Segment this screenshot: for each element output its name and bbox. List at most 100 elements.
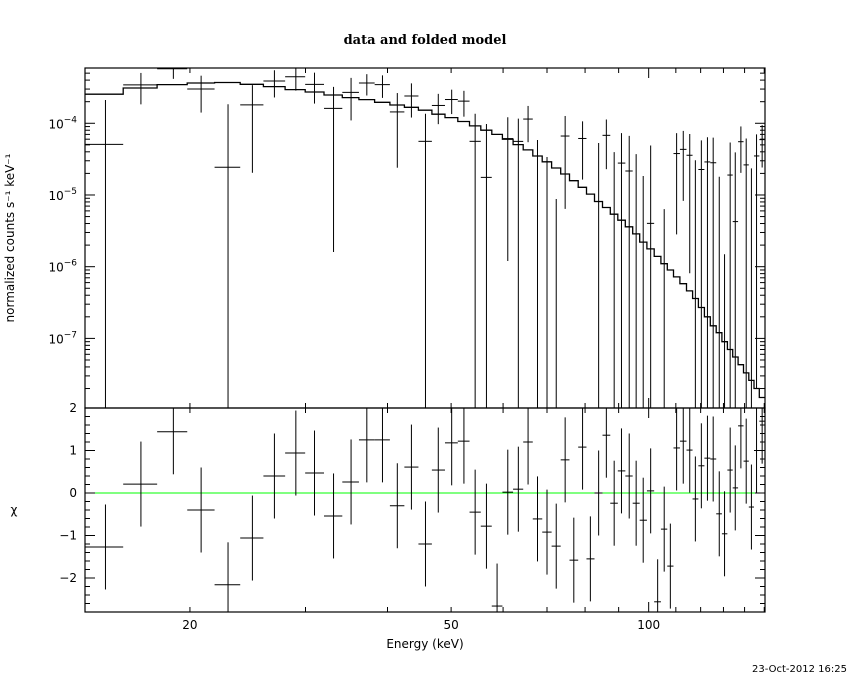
residual-point [721,491,728,577]
residual-point [743,418,749,504]
y-tick-label: 10−7 [48,330,77,346]
residual-point [123,441,158,527]
data-point [404,83,419,118]
data-point [523,105,533,143]
residual-point [654,559,661,612]
residual-point [748,464,754,550]
data-point [418,113,432,408]
model-histogram [85,81,765,399]
residual-point [551,503,561,589]
data-point [679,130,687,201]
data-point [673,133,680,235]
residual-point [610,460,618,546]
residual-point [639,477,647,563]
y-tick-label: 10−6 [48,259,77,275]
residual-point [404,424,419,510]
residual-point [285,410,306,496]
residual-point [727,427,733,513]
residual-point [560,417,570,503]
residual-point [480,483,492,569]
x-tick-label: 20 [182,618,197,632]
timestamp: 23-Oct-2012 16:25 [752,664,847,675]
y-tick-label: 0 [69,486,77,500]
residual-point [646,448,655,534]
data-point [727,142,733,408]
y-tick-label: −1 [59,529,77,543]
chart-title: data and folded model [344,33,507,48]
x-axis-label: Energy (keV) [386,637,463,651]
data-point [444,89,458,115]
residual-point [542,489,552,575]
residual-point [602,408,611,478]
residual-point [305,430,325,516]
data-point [513,118,524,408]
residual-point [632,460,640,546]
residual-point [342,439,359,525]
x-tick-label: 50 [443,618,458,632]
x-tick-label: 100 [637,618,660,632]
data-point [457,90,470,117]
data-point [602,119,611,170]
residual-point [759,408,765,464]
data-point [560,115,570,209]
residual-point [710,416,717,502]
y-tick-label: 2 [69,401,77,415]
y-tick-label: 10−5 [48,187,77,203]
residual-point [358,408,375,483]
residual-point [444,408,458,486]
data-point [285,68,306,91]
data-point [374,75,390,98]
residual-point [679,408,687,484]
residual-point [617,428,626,514]
data-point [480,124,492,408]
data-point [123,72,158,105]
data-point [738,126,744,173]
data-point [342,77,359,121]
residual-point [389,463,405,549]
residual-point [594,450,603,536]
data-point [698,140,705,408]
data-point [469,113,481,408]
residual-point [157,408,188,475]
residual-point [667,523,674,609]
residual-point [469,469,481,555]
data-point [187,75,215,113]
residual-point [716,471,722,557]
residual-point [502,449,514,535]
residual-point [673,408,680,491]
data-point [753,134,760,389]
residual-point [692,456,699,542]
data-point [625,135,633,408]
residual-point [578,408,587,490]
residual-point [625,433,633,519]
data-point [240,85,264,173]
residual-point [263,433,286,519]
residual-point [586,516,595,602]
residual-point [457,408,470,484]
y-tick-label: 1 [69,444,77,458]
data-point [305,72,325,104]
residual-point [491,563,503,612]
data-point [646,145,655,408]
data-point [85,100,124,408]
residual-point [240,495,264,581]
data-point [710,137,717,408]
residual-point [660,486,668,572]
residual-point [187,467,215,553]
y-tick-label: 10−4 [48,115,77,131]
residual-point [523,408,533,485]
residual-point [418,501,432,587]
top-panel: 10−4 10−5 10−6 10−7 [48,67,766,409]
residual-point [698,423,705,509]
data-point [324,86,343,253]
data-point [617,133,626,408]
residual-point [324,473,343,559]
residual-point [569,517,579,603]
data-point [157,68,188,79]
data-point [743,138,749,408]
residual-point [704,415,711,501]
data-point [704,137,711,408]
residual-point [85,504,124,590]
residual-point [732,445,739,531]
